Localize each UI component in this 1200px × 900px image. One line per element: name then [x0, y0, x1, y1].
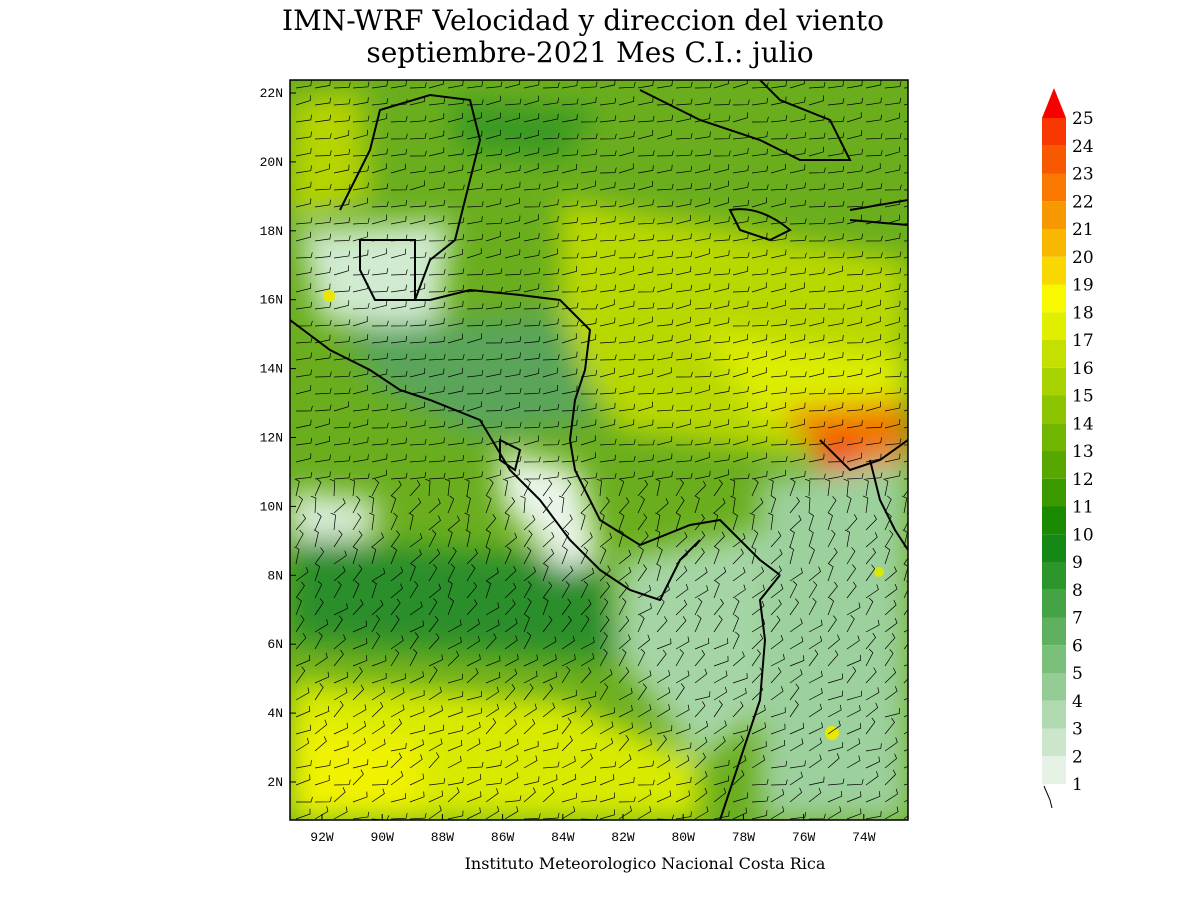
colorbar-label: 17 [1072, 331, 1094, 351]
map-frame [289, 79, 909, 821]
lon-label: 86W [491, 830, 515, 845]
colorbar-label: 8 [1072, 581, 1083, 601]
colorbar-label: 18 [1072, 303, 1094, 323]
lat-label: 20N [260, 155, 283, 170]
lon-label: 90W [370, 830, 394, 845]
colorbar-label: 13 [1072, 442, 1094, 462]
colorbar-label: 25 [1072, 109, 1094, 129]
title-line: IMN-WRF Velocidad y direccion del viento [282, 4, 884, 37]
colorbar-label: 11 [1072, 498, 1094, 518]
axis-labels: 22N 20N 18N 16N 14N 12N 10N 8N 6N 4N 2N 92W 90W 88W 86… [260, 86, 876, 845]
colorbar-box [1042, 451, 1066, 479]
colorbar-label: 1 [1072, 775, 1083, 795]
lon-label: 78W [732, 830, 756, 845]
colorbar-box [1042, 423, 1066, 451]
barb-key [1043, 785, 1053, 809]
colorbar-box [1042, 617, 1066, 646]
lat-label: 6N [267, 637, 283, 652]
colorbar-label: 20 [1072, 248, 1094, 268]
colorbar-label: 3 [1072, 720, 1083, 740]
colorbar-label: 5 [1072, 664, 1083, 684]
colorbar-box [1042, 284, 1066, 313]
lon-label: 80W [671, 830, 695, 845]
lon-label: 92W [310, 830, 334, 845]
colorbar-box [1042, 145, 1066, 174]
colorbar-box [1042, 645, 1066, 673]
colorbar-box [1042, 589, 1066, 618]
colorbar-box [1042, 728, 1066, 757]
colorbar-box [1042, 201, 1066, 229]
colorbar-label: 16 [1072, 359, 1094, 379]
lon-label: 82W [611, 830, 635, 845]
colorbar: 1234567891011121314151617181920212223242… [1042, 88, 1094, 795]
colorbar-label: 10 [1072, 525, 1094, 545]
lon-label: 76W [792, 830, 816, 845]
lat-label: 16N [260, 293, 283, 308]
colorbar-box [1042, 118, 1066, 146]
lat-label: 2N [267, 775, 283, 790]
colorbar-label: 22 [1072, 192, 1094, 212]
colorbar-box [1042, 673, 1066, 701]
colorbar-label: 2 [1072, 747, 1083, 767]
wind-field [290, 80, 908, 820]
colorbar-label: 7 [1072, 609, 1083, 629]
colorbar-label: 9 [1072, 553, 1083, 573]
lon-label: 88W [431, 830, 455, 845]
colorbar-box [1042, 340, 1066, 368]
colorbar-box [1042, 312, 1066, 340]
lat-label: 8N [267, 568, 283, 583]
colorbar-box [1042, 478, 1066, 507]
colorbar-label: 24 [1072, 137, 1094, 157]
lon-label: 74W [852, 830, 876, 845]
colorbar-box [1042, 700, 1066, 729]
colorbar-label: 6 [1072, 636, 1083, 656]
colorbar-box [1042, 173, 1066, 202]
colorbar-label: 15 [1072, 387, 1094, 407]
lat-label: 12N [260, 431, 283, 446]
lat-label: 10N [260, 499, 283, 514]
colorbar-label: 23 [1072, 165, 1094, 185]
title-line: septiembre-2021 Mes C.I.: julio [366, 36, 813, 69]
colorbar-box [1042, 367, 1066, 396]
colorbar-box [1042, 506, 1066, 535]
lat-label: 4N [267, 706, 283, 721]
lon-label: 84W [551, 830, 575, 845]
lat-label: 18N [260, 224, 283, 239]
colorbar-box [1042, 256, 1066, 285]
colorbar-box [1042, 229, 1066, 257]
lat-label: 14N [260, 362, 283, 377]
colorbar-arrow [1042, 88, 1066, 118]
colorbar-box [1042, 562, 1066, 590]
colorbar-box [1042, 534, 1066, 562]
colorbar-label: 21 [1072, 220, 1094, 240]
colorbar-label: 19 [1072, 276, 1094, 296]
colorbar-box [1042, 756, 1066, 784]
colorbar-box [1042, 395, 1066, 424]
colorbar-label: 12 [1072, 470, 1094, 490]
credit: Instituto Meteorologico Nacional Costa R… [465, 854, 826, 873]
lat-label: 22N [260, 86, 283, 101]
colorbar-label: 4 [1072, 692, 1083, 712]
colorbar-label: 14 [1072, 414, 1094, 434]
